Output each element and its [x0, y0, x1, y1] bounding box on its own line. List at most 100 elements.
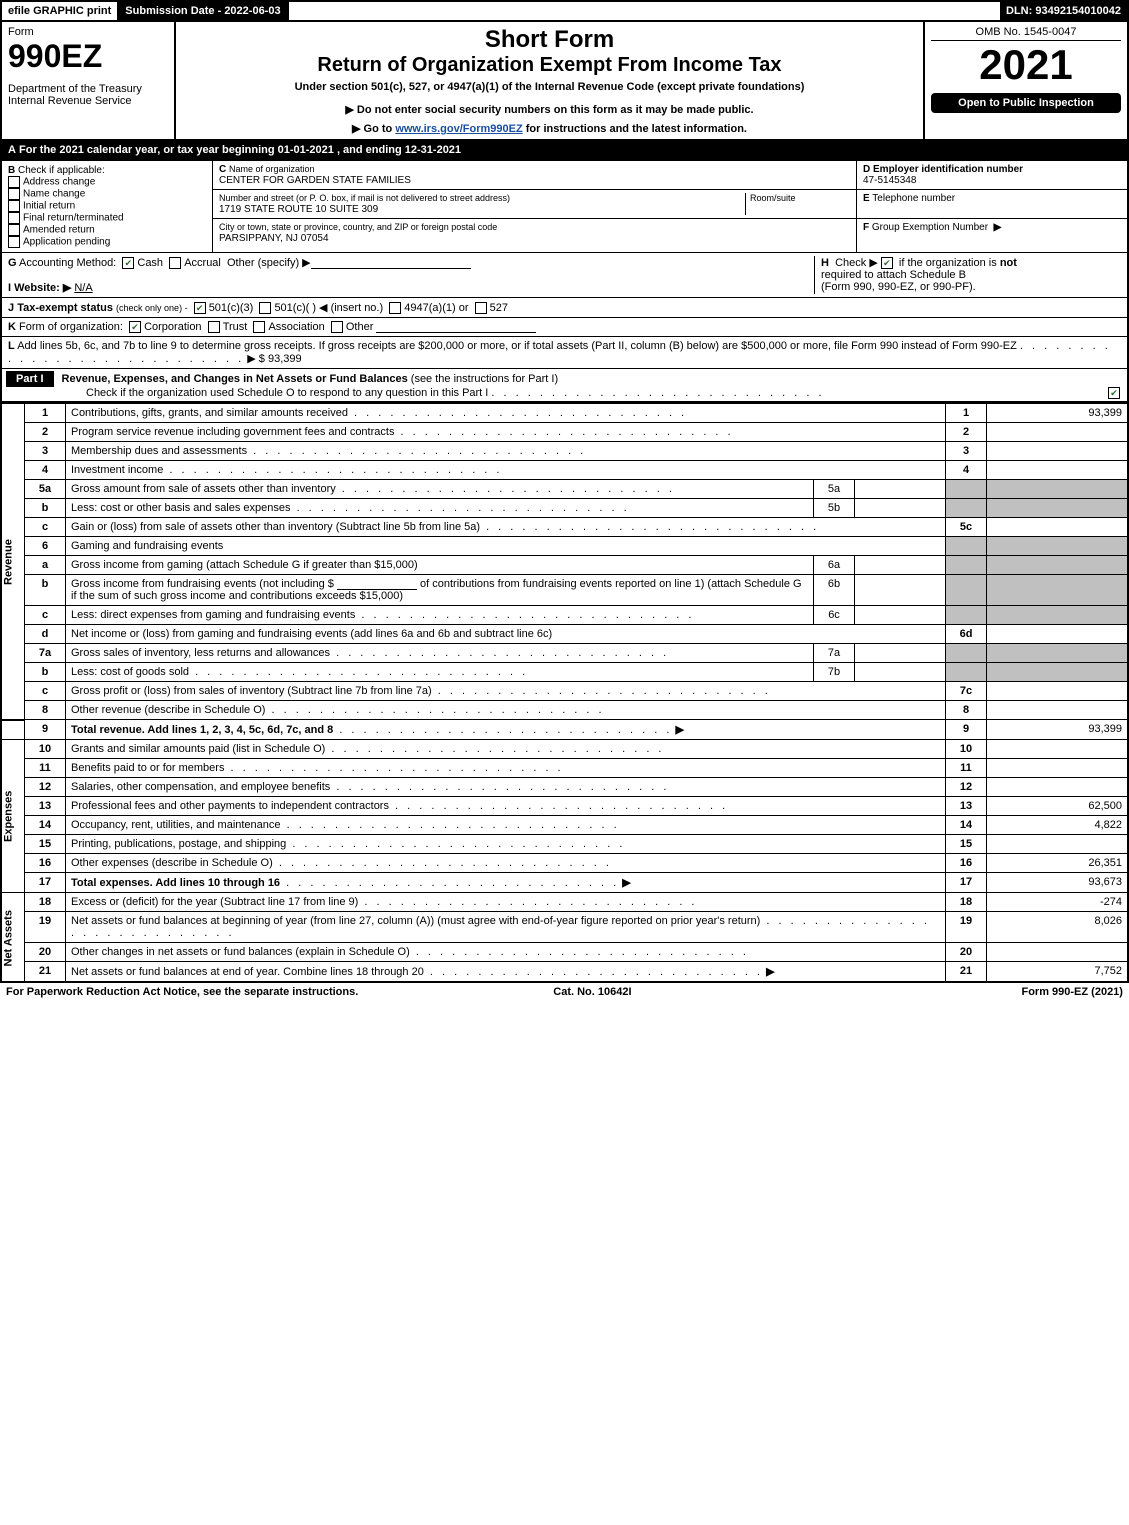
section-k: K Form of organization: Corporation Trus…: [0, 318, 1129, 337]
n5c: c: [25, 518, 66, 537]
j-opt1: 501(c)(3): [209, 302, 254, 314]
d11: Benefits paid to or for members: [71, 762, 224, 774]
k-other-fill[interactable]: [376, 321, 536, 333]
row-6d: d Net income or (loss) from gaming and f…: [1, 625, 1128, 644]
ln1: 1: [946, 404, 987, 423]
checkbox-501c3[interactable]: [194, 302, 206, 314]
part-i-header: Part I Revenue, Expenses, and Changes in…: [0, 369, 1129, 403]
section-c: C Name of organization CENTER FOR GARDEN…: [213, 161, 856, 252]
checkbox-cash[interactable]: [122, 257, 134, 269]
ln7c: 7c: [946, 682, 987, 701]
amt12: [987, 778, 1129, 797]
checkbox-application-pending[interactable]: [8, 236, 20, 248]
checkbox-address-change[interactable]: [8, 176, 20, 188]
expenses-vlabel: Expenses: [1, 740, 25, 893]
dln: DLN: 93492154010042: [1000, 2, 1127, 20]
ln14: 14: [946, 816, 987, 835]
footer-right: Form 990-EZ (2021): [1021, 986, 1123, 998]
d6b1: Gross income from fundraising events (no…: [71, 578, 334, 590]
row-5b: b Less: cost or other basis and sales ex…: [1, 499, 1128, 518]
checkbox-other-org[interactable]: [331, 321, 343, 333]
row-4: 4 Investment income 4: [1, 461, 1128, 480]
d17: Total expenses. Add lines 10 through 16: [71, 877, 280, 889]
d7a: Gross sales of inventory, less returns a…: [71, 647, 330, 659]
submission-date: Submission Date - 2022-06-03: [119, 2, 288, 20]
ln6b-shade: [946, 575, 987, 606]
g-accrual: Accrual: [184, 257, 221, 269]
lines-table: Revenue 1 Contributions, gifts, grants, …: [0, 403, 1129, 983]
row-1: Revenue 1 Contributions, gifts, grants, …: [1, 404, 1128, 423]
d3: Membership dues and assessments: [71, 445, 247, 457]
checkbox-initial-return[interactable]: [8, 200, 20, 212]
revenue-vlabel: Revenue: [1, 404, 25, 720]
irs-link[interactable]: www.irs.gov/Form990EZ: [395, 123, 522, 135]
sv7a[interactable]: [855, 644, 946, 663]
sl5b: 5b: [814, 499, 855, 518]
f-arrow: ▶: [994, 222, 1002, 233]
return-title: Return of Organization Exempt From Incom…: [182, 54, 917, 77]
row-13: 13 Professional fees and other payments …: [1, 797, 1128, 816]
sl7a: 7a: [814, 644, 855, 663]
amt6-shade: [987, 537, 1129, 556]
form-header: Form 990EZ Department of the Treasury In…: [0, 20, 1129, 141]
efile-print[interactable]: efile GRAPHIC print: [2, 2, 119, 20]
h-text1: Check ▶: [835, 257, 878, 269]
c-name-label: Name of organization: [229, 164, 315, 174]
sv6b[interactable]: [855, 575, 946, 606]
checkbox-part-i-schedule-o[interactable]: [1108, 387, 1120, 399]
sv6a[interactable]: [855, 556, 946, 575]
ln5c: 5c: [946, 518, 987, 537]
c-room-label: Room/suite: [750, 193, 796, 203]
row-18: Net Assets 18 Excess or (deficit) for th…: [1, 893, 1128, 912]
checkbox-trust[interactable]: [208, 321, 220, 333]
k-corp: Corporation: [144, 321, 201, 333]
amt7b-shade: [987, 663, 1129, 682]
checkbox-h[interactable]: [881, 257, 893, 269]
sv5b[interactable]: [855, 499, 946, 518]
sv6c[interactable]: [855, 606, 946, 625]
checkbox-final-return[interactable]: [8, 212, 20, 224]
checkbox-527[interactable]: [475, 302, 487, 314]
g-other-fill[interactable]: [311, 257, 471, 269]
short-form-title: Short Form: [182, 26, 917, 54]
sv5a[interactable]: [855, 480, 946, 499]
fill-6b[interactable]: [337, 578, 417, 590]
k-label: Form of organization:: [19, 321, 123, 333]
checkbox-501c[interactable]: [259, 302, 271, 314]
row-21: 21 Net assets or fund balances at end of…: [1, 962, 1128, 983]
checkbox-name-change[interactable]: [8, 188, 20, 200]
d14: Occupancy, rent, utilities, and maintena…: [71, 819, 281, 831]
k-trust: Trust: [223, 321, 248, 333]
checkbox-4947[interactable]: [389, 302, 401, 314]
f-label: Group Exemption Number: [872, 222, 988, 233]
row-20: 20 Other changes in net assets or fund b…: [1, 943, 1128, 962]
section-b: B Check if applicable: Address change Na…: [2, 161, 213, 252]
n7a: 7a: [25, 644, 66, 663]
checkbox-assoc[interactable]: [253, 321, 265, 333]
d4: Investment income: [71, 464, 163, 476]
n18: 18: [25, 893, 66, 912]
amt5c: [987, 518, 1129, 537]
n7b: b: [25, 663, 66, 682]
d-label: Employer identification number: [873, 164, 1023, 175]
ln7b-shade: [946, 663, 987, 682]
d7c: Gross profit or (loss) from sales of inv…: [71, 685, 432, 697]
ln9: 9: [946, 720, 987, 740]
d10: Grants and similar amounts paid (list in…: [71, 743, 325, 755]
checkbox-accrual[interactable]: [169, 257, 181, 269]
sv7b[interactable]: [855, 663, 946, 682]
row-10: Expenses 10 Grants and similar amounts p…: [1, 740, 1128, 759]
sl6b: 6b: [814, 575, 855, 606]
amt5a-shade: [987, 480, 1129, 499]
row-14: 14 Occupancy, rent, utilities, and maint…: [1, 816, 1128, 835]
ein-value: 47-5145348: [863, 175, 916, 186]
amt7a-shade: [987, 644, 1129, 663]
checkbox-amended-return[interactable]: [8, 224, 20, 236]
ln4: 4: [946, 461, 987, 480]
org-city: PARSIPPANY, NJ 07054: [219, 233, 329, 244]
ln5b-shade: [946, 499, 987, 518]
form-number: 990EZ: [8, 38, 168, 75]
checkbox-corp[interactable]: [129, 321, 141, 333]
i-label: Website: ▶: [14, 282, 71, 294]
amt5b-shade: [987, 499, 1129, 518]
